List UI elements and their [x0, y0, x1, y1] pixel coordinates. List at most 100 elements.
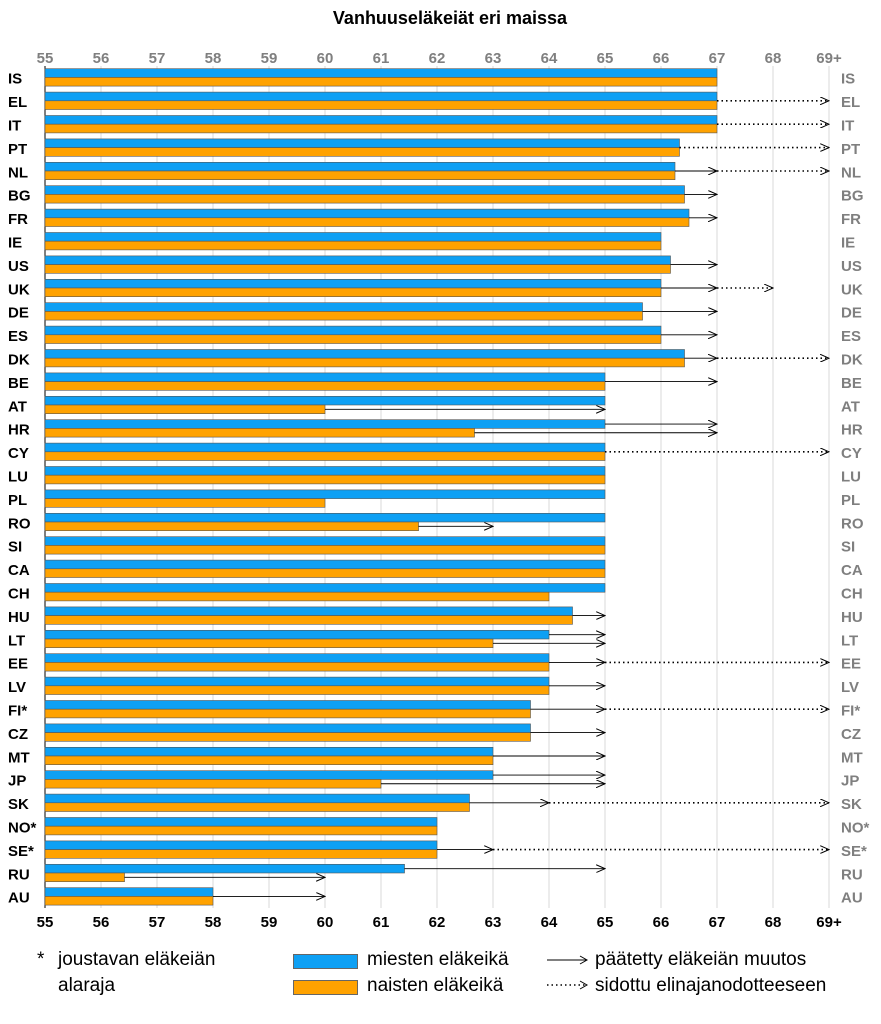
bar-women [44, 217, 690, 227]
legend-dotted-arrow-icon [547, 980, 589, 990]
bar-men [44, 255, 671, 265]
bar-men [44, 723, 531, 733]
bar-men [44, 466, 606, 476]
bar-men [44, 489, 606, 499]
category-label-right: DE [841, 305, 862, 322]
category-label-right: SE* [841, 843, 867, 860]
legend-label-men: miesten eläkeikä [367, 949, 509, 970]
category-label-left: DK [8, 352, 30, 369]
category-label-left: HU [8, 609, 30, 626]
category-label-right: AU [841, 890, 863, 907]
category-label-right: NO* [841, 820, 870, 837]
category-label-right: SK [841, 796, 862, 813]
bar-women [44, 264, 671, 274]
bar-women [44, 732, 531, 742]
category-label-left: PL [8, 492, 27, 509]
bar-women [44, 685, 550, 695]
bar-women [44, 404, 326, 414]
bar-men [44, 653, 550, 663]
category-label-left: LU [8, 469, 28, 486]
bar-women [44, 896, 214, 906]
legend-swatch-women [293, 980, 358, 995]
bar-men [44, 559, 606, 570]
legend-label-decided: päätetty eläkeiän muutos [595, 949, 807, 970]
category-label-right: LU [841, 469, 861, 486]
category-label-right: FR [841, 211, 861, 228]
x-tick-label-top: 67 [709, 50, 726, 67]
x-tick-label-bottom: 55 [37, 914, 54, 931]
bar-women [44, 545, 606, 555]
bar-women [44, 287, 662, 297]
bar-men [44, 746, 494, 757]
bar-men [44, 629, 550, 640]
category-label-right: HU [841, 609, 863, 626]
x-tick-label-bottom: 56 [93, 914, 110, 931]
category-label-right: RU [841, 866, 863, 883]
x-tick-label-bottom: 64 [541, 914, 558, 931]
category-label-left: NL [8, 164, 28, 181]
category-label-right: FI* [841, 703, 860, 720]
category-label-right: JP [841, 773, 859, 790]
category-label-left: CZ [8, 726, 28, 743]
bar-women [44, 872, 125, 882]
bar-women [44, 77, 718, 87]
category-label-right: SI [841, 539, 855, 556]
bar-women [44, 521, 419, 531]
category-label-left: LV [8, 679, 26, 696]
legend-footnote-symbol: * [37, 949, 45, 970]
bar-women [44, 170, 676, 180]
chart-title: Vanhuuseläkeiät eri maissa [332, 8, 568, 28]
category-label-right: DK [841, 352, 863, 369]
category-label-left: US [8, 258, 29, 275]
x-tick-label-top: 64 [541, 50, 558, 67]
x-tick-label-bottom: 60 [317, 914, 334, 931]
bar-men [44, 863, 405, 874]
category-label-left: AU [8, 890, 30, 907]
bar-women [44, 591, 550, 602]
bar-women [44, 779, 382, 789]
x-tick-label-top: 62 [429, 50, 446, 67]
bar-women [44, 498, 326, 508]
category-label-right: LT [841, 632, 858, 649]
x-tick-label-top: 65 [597, 50, 614, 67]
category-label-left: ES [8, 328, 28, 345]
x-tick-label-bottom: 57 [149, 914, 166, 931]
category-label-left: NO* [8, 820, 37, 837]
bar-men [44, 887, 214, 897]
bar-women [44, 100, 718, 110]
legend-swatch-men [293, 954, 358, 969]
category-label-left: HR [8, 422, 30, 439]
bar-men [44, 606, 573, 616]
category-label-right: PT [841, 141, 860, 158]
bar-women [44, 615, 573, 625]
category-label-right: CA [841, 562, 863, 579]
x-tick-label-top: 61 [373, 50, 390, 67]
category-label-right: ES [841, 328, 861, 345]
category-label-left: IE [8, 235, 22, 252]
legend-label-women: naisten eläkeikä [367, 975, 504, 996]
category-label-right: US [841, 258, 862, 275]
category-label-left: IT [8, 118, 21, 135]
legend-label-linked: sidottu elinajanodotteeseen [595, 975, 827, 996]
bar-women [44, 708, 531, 719]
bar-men [44, 68, 718, 78]
bar-women [44, 357, 685, 368]
category-label-left: CA [8, 562, 30, 579]
legend-arrow-icons [547, 955, 589, 990]
bar-women [44, 381, 606, 391]
category-label-left: CY [8, 445, 29, 462]
category-label-left: UK [8, 281, 30, 298]
category-label-left: EL [8, 94, 27, 111]
x-tick-label-bottom: 66 [653, 914, 670, 931]
category-label-left: IS [8, 71, 22, 88]
bar-men [44, 793, 470, 804]
bar-men [44, 162, 676, 172]
bar-women [44, 568, 606, 578]
category-label-right: NL [841, 164, 861, 181]
category-label-left: EE [8, 656, 28, 673]
bar-women [44, 849, 438, 859]
category-label-right: EL [841, 94, 860, 111]
x-tick-label-top: 56 [93, 50, 110, 67]
x-tick-label-bottom: 61 [373, 914, 390, 931]
bar-women [44, 802, 470, 812]
